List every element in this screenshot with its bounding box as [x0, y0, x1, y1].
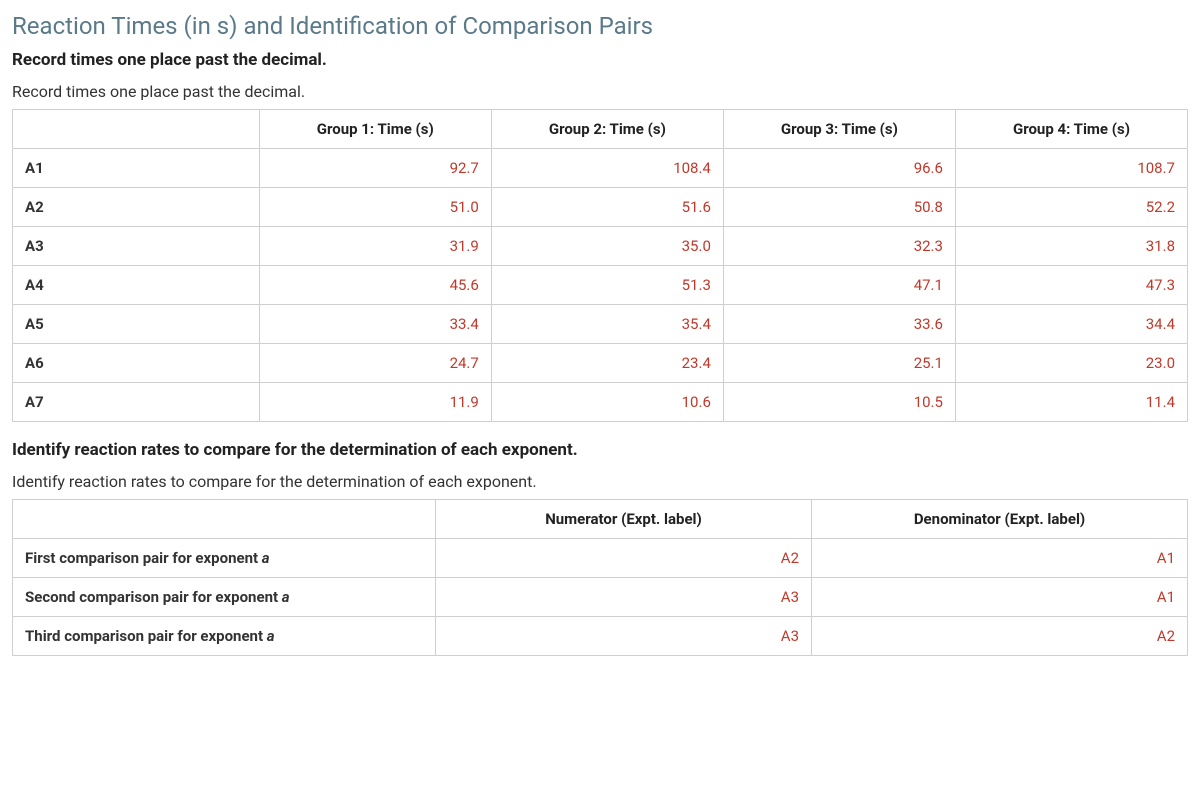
- cell-value: A1: [812, 578, 1188, 617]
- cell-value: 51.6: [491, 188, 723, 227]
- table-row: A2 51.0 51.6 50.8 52.2: [13, 188, 1188, 227]
- cell-value: A2: [812, 617, 1188, 656]
- row-label: First comparison pair for exponent a: [13, 539, 436, 578]
- table-row: A4 45.6 51.3 47.1 47.3: [13, 266, 1188, 305]
- cell-value: 96.6: [723, 149, 955, 188]
- table-caption-2: Identify reaction rates to compare for t…: [12, 472, 1188, 491]
- row-label: A2: [13, 188, 260, 227]
- cell-value: 47.1: [723, 266, 955, 305]
- table-header-row: Group 1: Time (s) Group 2: Time (s) Grou…: [13, 110, 1188, 149]
- cell-value: 23.4: [491, 344, 723, 383]
- instruction-bold-1: Record times one place past the decimal.: [12, 50, 1188, 70]
- row-label: A7: [13, 383, 260, 422]
- cell-value: 10.6: [491, 383, 723, 422]
- cell-value: 108.7: [955, 149, 1187, 188]
- row-label: A3: [13, 227, 260, 266]
- cell-value: 50.8: [723, 188, 955, 227]
- cell-value: 33.6: [723, 305, 955, 344]
- table-caption-1: Record times one place past the decimal.: [12, 82, 1188, 101]
- col-blank: [13, 500, 436, 539]
- table-row: A7 11.9 10.6 10.5 11.4: [13, 383, 1188, 422]
- cell-value: A3: [436, 578, 812, 617]
- row-label: A4: [13, 266, 260, 305]
- row-label-italic: a: [282, 588, 290, 606]
- cell-value: 31.9: [259, 227, 491, 266]
- col-group1: Group 1: Time (s): [259, 110, 491, 149]
- col-group2: Group 2: Time (s): [491, 110, 723, 149]
- table-header-row: Numerator (Expt. label) Denominator (Exp…: [13, 500, 1188, 539]
- row-label-prefix: First comparison pair for exponent: [25, 549, 262, 567]
- row-label-prefix: Second comparison pair for exponent: [25, 588, 282, 606]
- table-row: A3 31.9 35.0 32.3 31.8: [13, 227, 1188, 266]
- cell-value: 45.6: [259, 266, 491, 305]
- col-group4: Group 4: Time (s): [955, 110, 1187, 149]
- row-label-italic: a: [267, 627, 275, 645]
- row-label: Second comparison pair for exponent a: [13, 578, 436, 617]
- cell-value: 32.3: [723, 227, 955, 266]
- cell-value: 51.0: [259, 188, 491, 227]
- cell-value: 34.4: [955, 305, 1187, 344]
- comparison-pairs-table: Numerator (Expt. label) Denominator (Exp…: [12, 499, 1188, 656]
- cell-value: 52.2: [955, 188, 1187, 227]
- col-denominator: Denominator (Expt. label): [812, 500, 1188, 539]
- col-group3: Group 3: Time (s): [723, 110, 955, 149]
- table-row: Second comparison pair for exponent a A3…: [13, 578, 1188, 617]
- cell-value: 108.4: [491, 149, 723, 188]
- cell-value: A1: [812, 539, 1188, 578]
- cell-value: 35.0: [491, 227, 723, 266]
- row-label-prefix: Third comparison pair for exponent: [25, 627, 267, 645]
- cell-value: 23.0: [955, 344, 1187, 383]
- cell-value: 10.5: [723, 383, 955, 422]
- cell-value: 11.4: [955, 383, 1187, 422]
- table-row: First comparison pair for exponent a A2 …: [13, 539, 1188, 578]
- table-row: A1 92.7 108.4 96.6 108.7: [13, 149, 1188, 188]
- cell-value: 33.4: [259, 305, 491, 344]
- cell-value: A3: [436, 617, 812, 656]
- section-title-reaction-times: Reaction Times (in s) and Identification…: [12, 12, 1188, 40]
- col-numerator: Numerator (Expt. label): [436, 500, 812, 539]
- cell-value: 47.3: [955, 266, 1187, 305]
- cell-value: 24.7: [259, 344, 491, 383]
- row-label: A5: [13, 305, 260, 344]
- instruction-bold-2: Identify reaction rates to compare for t…: [12, 440, 1188, 460]
- row-label-italic: a: [262, 549, 270, 567]
- table-row: A5 33.4 35.4 33.6 34.4: [13, 305, 1188, 344]
- cell-value: A2: [436, 539, 812, 578]
- cell-value: 92.7: [259, 149, 491, 188]
- reaction-times-table: Group 1: Time (s) Group 2: Time (s) Grou…: [12, 109, 1188, 422]
- row-label: Third comparison pair for exponent a: [13, 617, 436, 656]
- cell-value: 31.8: [955, 227, 1187, 266]
- cell-value: 11.9: [259, 383, 491, 422]
- row-label: A1: [13, 149, 260, 188]
- cell-value: 25.1: [723, 344, 955, 383]
- cell-value: 51.3: [491, 266, 723, 305]
- col-blank: [13, 110, 260, 149]
- row-label: A6: [13, 344, 260, 383]
- cell-value: 35.4: [491, 305, 723, 344]
- table-row: A6 24.7 23.4 25.1 23.0: [13, 344, 1188, 383]
- table-row: Third comparison pair for exponent a A3 …: [13, 617, 1188, 656]
